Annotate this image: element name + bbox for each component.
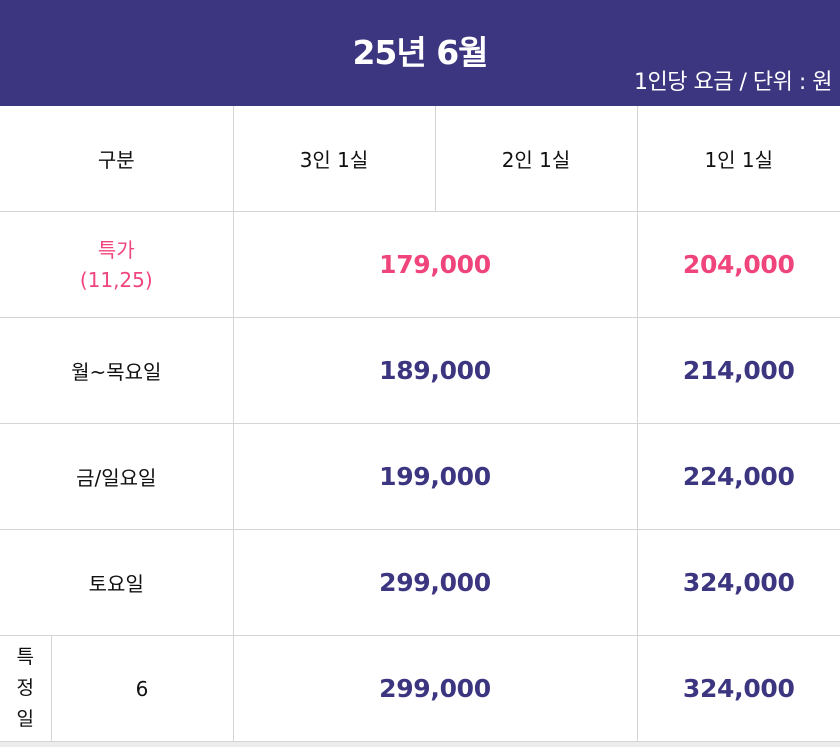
column-header-category: 구분	[0, 106, 234, 212]
unit-note: 1인당 요금 / 단위 : 원	[634, 70, 832, 95]
specific-day-char-2: 정	[16, 677, 34, 699]
column-header-triple-room: 3인 1실	[232, 106, 436, 212]
table-header-row: 구분 3인 1실 2인 1실 1인 1실	[0, 106, 840, 212]
price-saturday-single: 324,000	[636, 529, 840, 636]
row-label-weekday: 월~목요일	[0, 317, 234, 424]
row-label-special: 특가 (11,25)	[0, 211, 234, 318]
table-row-special: 특가 (11,25) 179,000 204,000	[0, 211, 840, 318]
price-friday-sunday-single: 224,000	[636, 423, 840, 530]
price-weekday-single: 214,000	[636, 317, 840, 424]
price-specific-day-single: 324,000	[636, 635, 840, 742]
specific-day-char-3: 일	[16, 708, 34, 730]
price-special-shared: 179,000	[232, 211, 638, 318]
price-header: 25년 6월 1인당 요금 / 단위 : 원	[0, 0, 840, 106]
price-special-single: 204,000	[636, 211, 840, 318]
page-title: 25년 6월	[352, 33, 488, 72]
table-row-saturday: 토요일 299,000 324,000	[0, 529, 840, 636]
column-header-double-room: 2인 1실	[434, 106, 638, 212]
price-specific-day-shared: 299,000	[232, 635, 638, 742]
price-weekday-shared: 189,000	[232, 317, 638, 424]
table-row-specific-day: 특 정 일 6 299,000 324,000	[0, 635, 840, 742]
price-friday-sunday-shared: 199,000	[232, 423, 638, 530]
table-row-friday-sunday: 금/일요일 199,000 224,000	[0, 423, 840, 530]
row-label-friday-sunday: 금/일요일	[0, 423, 234, 530]
specific-day-char-1: 특	[16, 646, 34, 668]
row-label-specific-day: 특 정 일	[0, 635, 52, 742]
price-saturday-shared: 299,000	[232, 529, 638, 636]
bottom-edge	[0, 742, 840, 747]
special-label-dates: (11,25)	[79, 267, 153, 292]
specific-day-date: 6	[50, 635, 234, 742]
special-label-text: 특가	[97, 237, 135, 262]
table-row-weekday: 월~목요일 189,000 214,000	[0, 317, 840, 424]
row-label-saturday: 토요일	[0, 529, 234, 636]
column-header-single-room: 1인 1실	[636, 106, 840, 212]
price-table: 구분 3인 1실 2인 1실 1인 1실 특가 (11,25) 179,000 …	[0, 106, 840, 742]
